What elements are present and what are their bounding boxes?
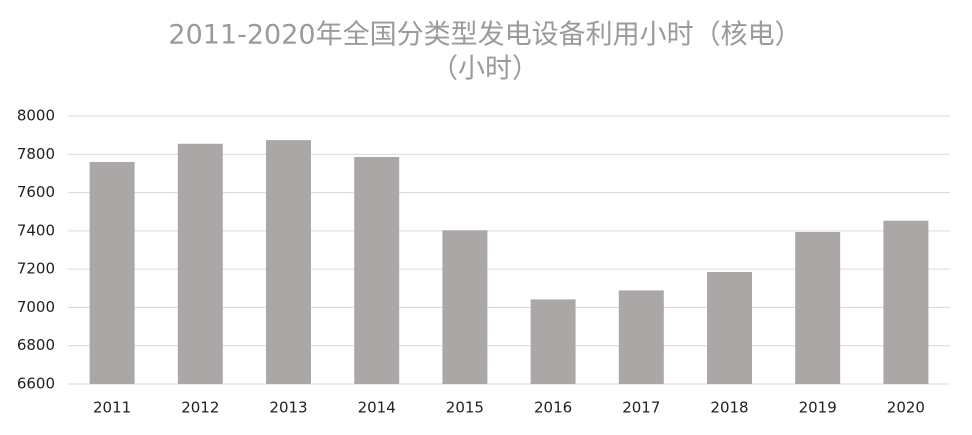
x-tick-label: 2014 [358, 399, 396, 417]
bar [266, 140, 311, 384]
x-tick-label: 2020 [887, 399, 925, 417]
x-tick-label: 2011 [93, 399, 131, 417]
x-tick-label: 2015 [446, 399, 484, 417]
y-tick-label: 7800 [17, 145, 55, 163]
chart-title: 2011-2020年全国分类型发电设备利用小时（核电） [168, 20, 801, 51]
x-tick-label: 2016 [534, 399, 572, 417]
bar [442, 230, 488, 384]
bar [795, 232, 841, 384]
y-tick-label: 6800 [17, 336, 55, 354]
x-tick-label: 2017 [622, 399, 660, 417]
bar [354, 156, 400, 384]
y-tick-label: 6600 [17, 375, 55, 393]
y-tick-label: 7600 [17, 183, 55, 201]
bar [618, 290, 664, 384]
bar [707, 272, 752, 384]
y-tick-label: 8000 [17, 107, 55, 125]
bar [89, 161, 135, 384]
y-tick-label: 7200 [17, 260, 55, 278]
y-tick-label: 7000 [17, 298, 55, 316]
x-tick-label: 2013 [269, 399, 307, 417]
chart-subtitle: （小时） [431, 54, 539, 85]
bar [177, 143, 223, 384]
x-tick-label: 2019 [799, 399, 837, 417]
x-tick-label: 2018 [710, 399, 748, 417]
x-tick-label: 2012 [181, 399, 219, 417]
bar [530, 299, 576, 384]
bar [883, 220, 929, 384]
y-tick-label: 7400 [17, 221, 55, 239]
